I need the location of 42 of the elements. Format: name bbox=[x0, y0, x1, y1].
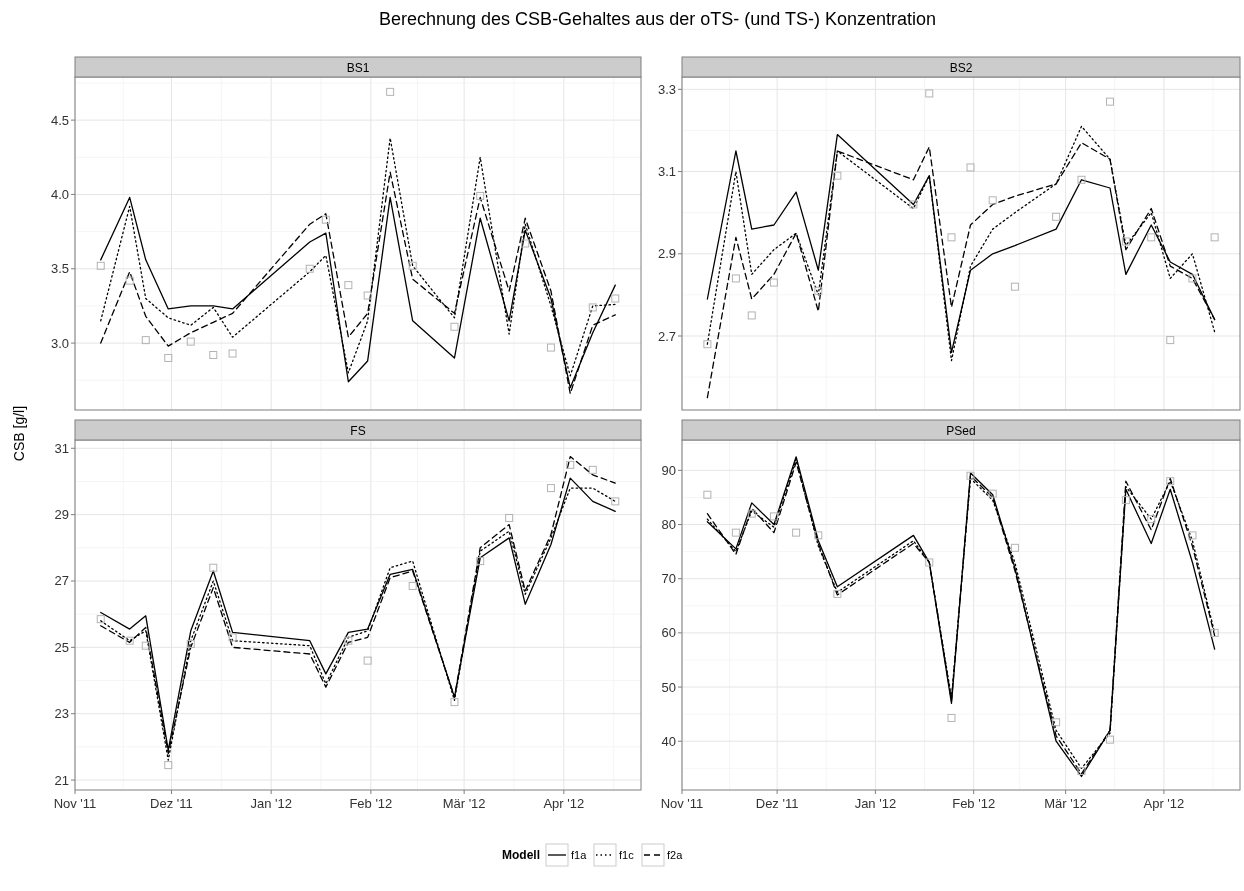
y-tick-label: 90 bbox=[661, 462, 676, 478]
legend-title: Modell bbox=[502, 848, 540, 862]
y-tick-label: 23 bbox=[54, 706, 69, 722]
x-tick-label: Feb '12 bbox=[349, 796, 393, 811]
x-tick-label: Jan '12 bbox=[250, 796, 292, 811]
y-tick-label: 29 bbox=[54, 507, 69, 523]
y-tick-label: 4.0 bbox=[50, 186, 69, 202]
chart-title: BS1 bbox=[346, 60, 370, 75]
y-tick-label: 3.0 bbox=[50, 335, 69, 351]
legend-label: f1a bbox=[571, 849, 588, 861]
y-tick-label: 21 bbox=[54, 772, 69, 788]
x-tick-label: Mär '12 bbox=[442, 796, 486, 811]
y-tick-label: 4.5 bbox=[50, 112, 69, 128]
y-tick-label: 2.7 bbox=[657, 328, 676, 344]
y-axis-title: CSB [g/l] bbox=[11, 405, 27, 462]
x-tick-label: Dez '11 bbox=[755, 796, 799, 811]
y-tick-label: 40 bbox=[661, 733, 676, 749]
y-tick-label: 31 bbox=[54, 440, 69, 456]
chart-title: BS2 bbox=[949, 60, 973, 75]
x-tick-label: Nov '11 bbox=[660, 796, 704, 811]
x-tick-label: Mär '12 bbox=[1044, 796, 1088, 811]
y-tick-label: 25 bbox=[54, 639, 69, 655]
x-tick-label: Feb '12 bbox=[952, 796, 996, 811]
y-tick-label: 3.5 bbox=[50, 261, 69, 277]
y-tick-label: 60 bbox=[661, 625, 676, 641]
y-tick-label: 80 bbox=[661, 517, 676, 533]
y-tick-label: 3.1 bbox=[657, 164, 676, 180]
chart-title: FS bbox=[350, 423, 366, 438]
y-tick-label: 2.9 bbox=[657, 246, 676, 262]
x-tick-label: Apr '12 bbox=[543, 796, 585, 811]
legend-label: f2a bbox=[667, 849, 684, 861]
chart-title: PSed bbox=[946, 423, 976, 438]
x-tick-label: Jan '12 bbox=[854, 796, 897, 811]
y-tick-label: 50 bbox=[661, 679, 676, 695]
y-tick-label: 3.3 bbox=[657, 81, 676, 97]
text: Berechnung des CSB-Gehaltes aus der oTS- (und TS-) Konzentration bbox=[379, 9, 936, 29]
x-tick-label: Apr '12 bbox=[1143, 796, 1185, 811]
x-tick-label: Nov '11 bbox=[53, 796, 97, 811]
y-tick-label: 70 bbox=[661, 571, 676, 587]
legend-label: f1c bbox=[619, 849, 635, 861]
y-tick-label: 27 bbox=[54, 573, 69, 589]
x-tick-label: Dez '11 bbox=[150, 796, 193, 811]
